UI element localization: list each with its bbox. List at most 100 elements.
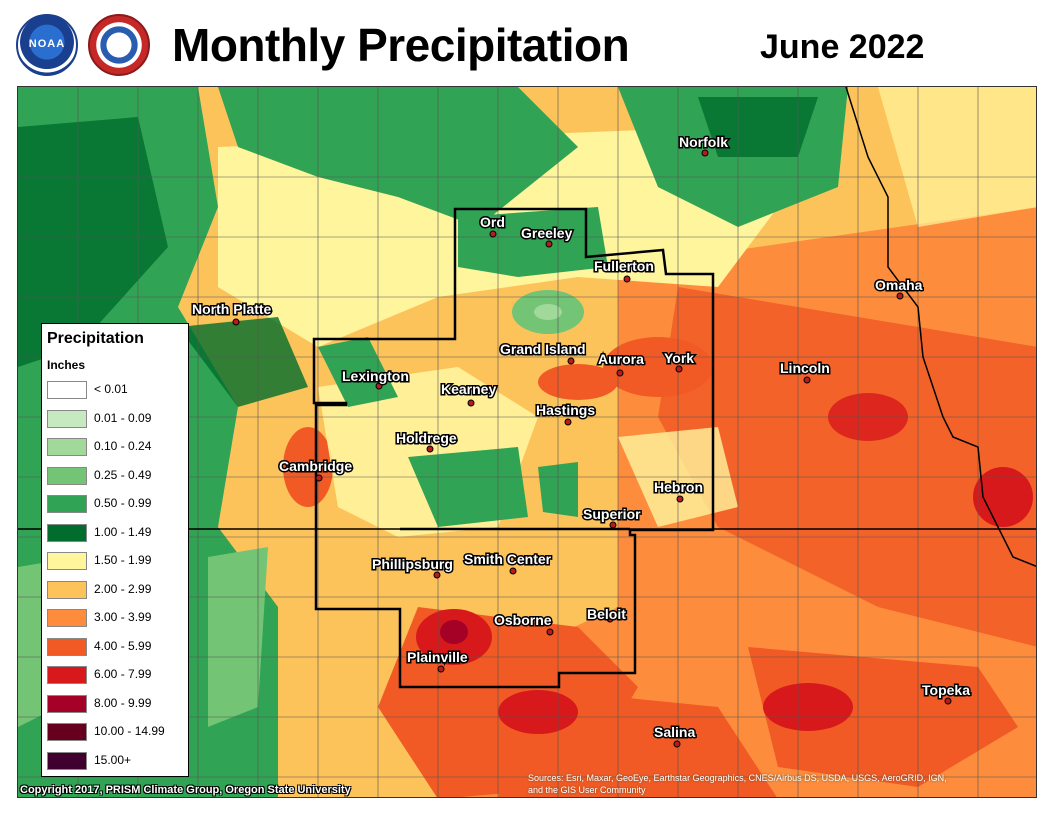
legend-swatch: [47, 751, 87, 770]
city-label-norfolk: Norfolk: [679, 134, 728, 150]
city-dot-omaha: [896, 292, 904, 300]
precip-zone-lightgreen-2: [208, 547, 268, 727]
precip-zone-palegreen-gi: [534, 304, 562, 320]
city-dot-cambridge: [315, 474, 323, 482]
precip-zone-red-5: [973, 467, 1033, 527]
city-label-ord: Ord: [480, 214, 505, 230]
nws-logo: [88, 14, 150, 76]
city-label-plainville: Plainville: [407, 649, 468, 665]
noaa-logo-text: NOAA: [28, 38, 66, 50]
city-dot-ord: [489, 230, 497, 238]
map-date: June 2022: [760, 28, 925, 66]
precip-zone-red-orange-ne: [658, 287, 1036, 647]
legend-swatch: [47, 466, 87, 485]
city-dot-york: [675, 365, 683, 373]
precip-zone-red-orange-cambridge: [283, 427, 333, 507]
legend-label: 8.00 - 9.99: [94, 695, 152, 710]
precipitation-legend: Precipitation Inches < 0.01 0.01 - 0.09 0.…: [41, 323, 189, 777]
city-label-smith-center: Smith Center: [464, 551, 552, 567]
city-label-cambridge: Cambridge: [279, 458, 352, 474]
legend-swatch: [47, 523, 87, 542]
city-label-greeley: Greeley: [521, 225, 573, 241]
legend-swatch: [47, 552, 87, 570]
city-label-fullerton: Fullerton: [594, 258, 654, 274]
precip-zone-red-orange-gi: [538, 364, 618, 400]
precip-zone-green-ord: [458, 207, 608, 277]
city-label-grand-island: Grand Island: [500, 341, 586, 357]
city-dot-plainville: [437, 665, 445, 673]
precip-zone-darkgreen-west: [18, 117, 168, 367]
legend-label: 15.00+: [94, 752, 132, 767]
city-label-hastings: Hastings: [536, 402, 595, 418]
city-dot-salina: [673, 740, 681, 748]
legend-row: 6.00 - 7.99: [47, 665, 187, 685]
forecast-area-boundary: [312, 207, 715, 689]
city-dot-aurora: [616, 369, 624, 377]
legend-label: 4.00 - 5.99: [94, 638, 152, 653]
city-label-beloit: Beloit: [587, 606, 626, 622]
city-dot-lincoln: [803, 376, 811, 384]
noaa-logo: NOAA: [16, 14, 78, 76]
city-label-hebron: Hebron: [654, 479, 703, 495]
legend-swatch: [47, 637, 87, 656]
city-label-salina: Salina: [654, 724, 695, 740]
legend-row: 8.00 - 9.99: [47, 694, 187, 714]
precip-zone-yellow-ne: [878, 87, 1036, 227]
city-label-north-platte: North Platte: [192, 301, 272, 317]
city-label-lincoln: Lincoln: [780, 360, 830, 376]
legend-label: 0.01 - 0.09: [94, 410, 152, 425]
city-label-holdrege: Holdrege: [396, 430, 457, 446]
copyright-text: Copyright 2017, PRISM Climate Group, Ore…: [20, 784, 351, 796]
legend-swatch: [47, 438, 87, 456]
precip-zone-red-3: [763, 683, 853, 731]
legend-label: 1.00 - 1.49: [94, 524, 152, 539]
legend-swatch: [47, 381, 87, 399]
legend-title: Precipitation: [47, 330, 144, 347]
legend-row: 4.00 - 5.99: [47, 637, 187, 657]
header: NOAA Monthly Precipitation June 2022: [0, 0, 1056, 86]
city-label-phillipsburg: Phillipsburg: [372, 556, 453, 572]
city-label-york: York: [664, 350, 694, 366]
city-dot-osborne: [546, 628, 554, 636]
city-label-superior: Superior: [583, 506, 641, 522]
legend-row: 0.10 - 0.24: [47, 437, 187, 457]
city-dot-fullerton: [623, 275, 631, 283]
city-markers: Norfolk Ord Greeley Fullerton Omaha Nort…: [191, 133, 972, 748]
city-dot-hebron: [676, 495, 684, 503]
city-dot-phillipsburg: [433, 571, 441, 579]
city-dot-kearney: [467, 399, 475, 407]
legend-label: 0.25 - 0.49: [94, 467, 152, 482]
city-dot-smith-center: [509, 567, 517, 575]
legend-row: 1.50 - 1.99: [47, 551, 187, 571]
legend-swatch: [47, 609, 87, 627]
legend-swatch: [47, 580, 87, 599]
city-dot-norfolk: [701, 149, 709, 157]
city-dot-north-platte: [232, 318, 240, 326]
legend-units: Inches: [47, 358, 86, 372]
sources-line-2: and the GIS User Community: [528, 785, 646, 795]
legend-row: 0.25 - 0.49: [47, 466, 187, 486]
legend-row: < 0.01: [47, 380, 187, 400]
legend-label: 1.50 - 1.99: [94, 553, 152, 567]
sources-line-1: Sources: Esri, Maxar, GeoEye, Earthstar …: [528, 773, 947, 783]
city-label-aurora: Aurora: [598, 351, 644, 367]
city-label-lexington: Lexington: [342, 368, 409, 384]
city-label-topeka: Topeka: [922, 682, 970, 698]
legend-swatch: [47, 495, 87, 513]
precip-zone-darkgreen-norfolk: [698, 97, 818, 157]
missouri-river: [845, 87, 1036, 568]
legend-row: 0.50 - 0.99: [47, 494, 187, 514]
map-sources: Sources: Esri, Maxar, GeoEye, Earthstar …: [528, 772, 1028, 796]
legend-row: 3.00 - 3.99: [47, 608, 187, 628]
legend-row: 2.00 - 2.99: [47, 580, 187, 600]
legend-row: 0.01 - 0.09: [47, 409, 187, 429]
legend-label: 3.00 - 3.99: [94, 610, 152, 624]
city-dot-holdrege: [426, 445, 434, 453]
city-label-omaha: Omaha: [875, 277, 923, 293]
city-dot-hastings: [564, 418, 572, 426]
city-dot-beloit: [606, 615, 614, 623]
legend-label: 0.10 - 0.24: [94, 439, 152, 453]
city-label-kearney: Kearney: [441, 381, 496, 397]
city-label-osborne: Osborne: [494, 612, 552, 628]
legend-label: < 0.01: [94, 382, 128, 396]
